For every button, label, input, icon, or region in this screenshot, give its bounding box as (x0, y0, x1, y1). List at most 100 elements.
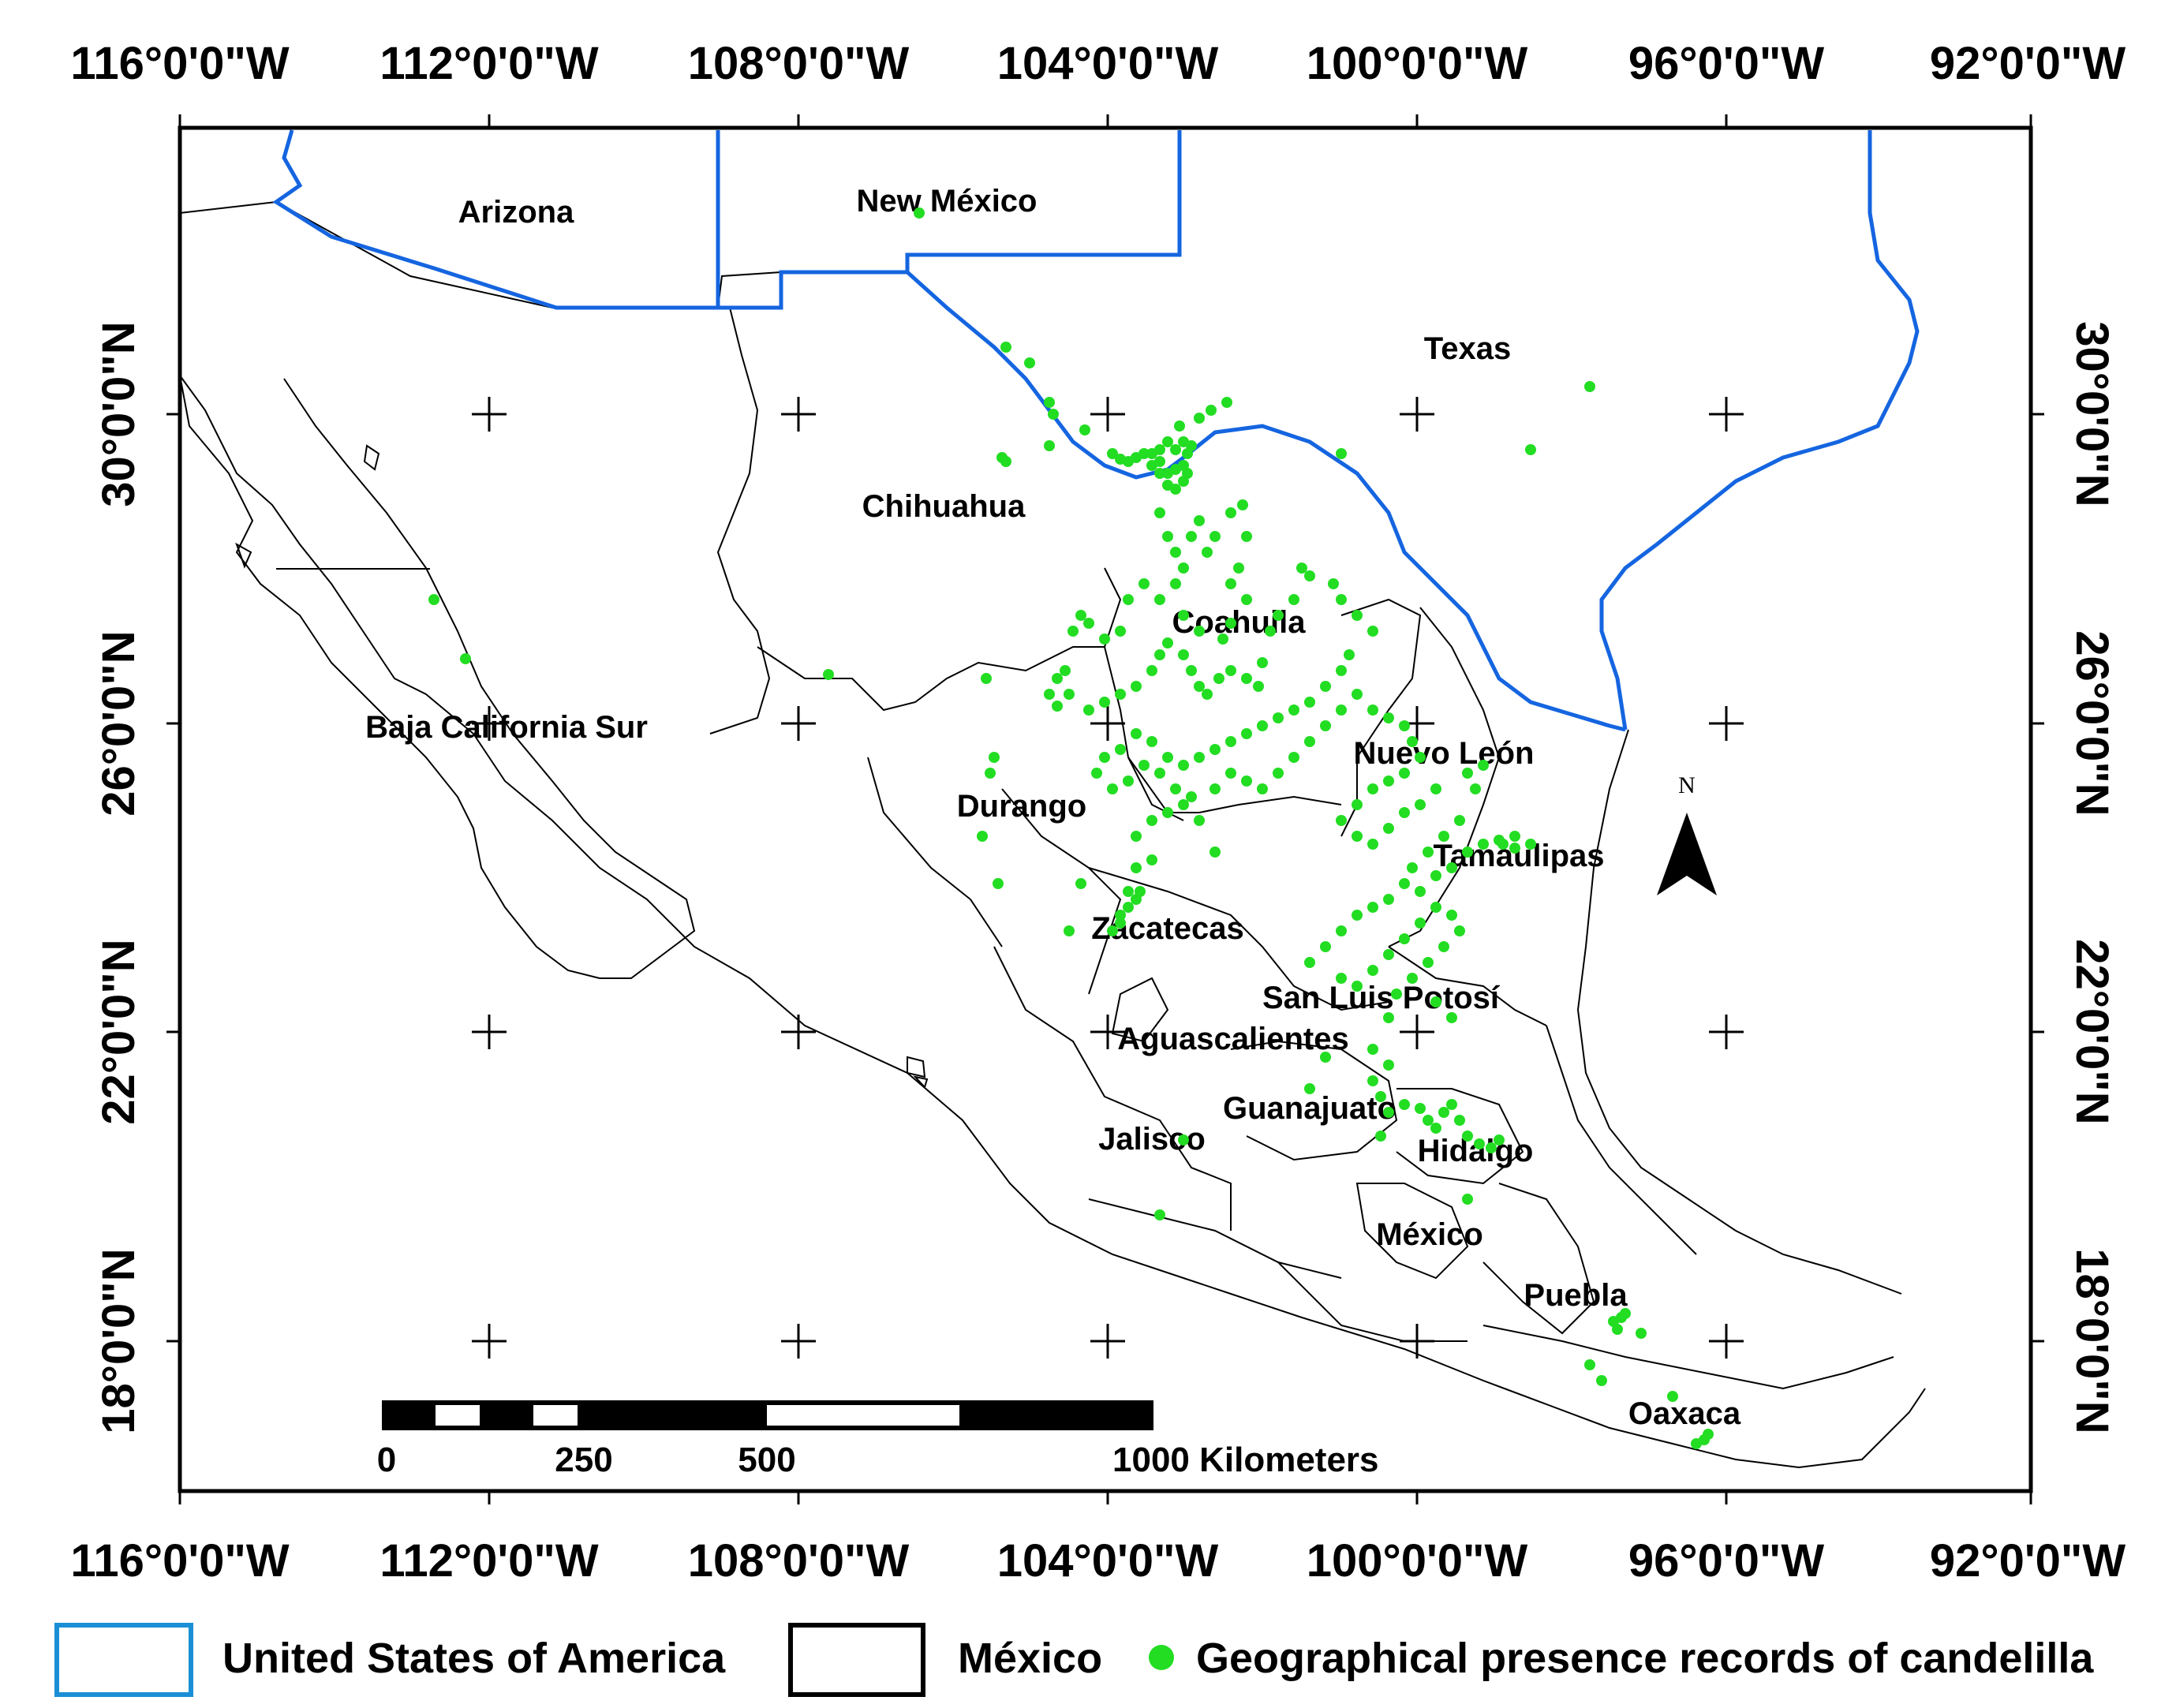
presence-record-point (1194, 413, 1205, 424)
lon-label-top: 104°0'0"W (997, 38, 1219, 89)
presence-record-point (1107, 925, 1118, 936)
presence-record-point (1304, 957, 1315, 968)
border-tamaulipas-slp (1388, 946, 1547, 1026)
border-veracruz (1546, 1025, 1697, 1255)
border-guerrero (1277, 1261, 1467, 1342)
presence-record-point (1383, 1060, 1394, 1071)
presence-record-point (460, 653, 471, 664)
border-guanajuato (1230, 1040, 1398, 1161)
border-mexico-state (1355, 1183, 1469, 1280)
state-label-puebla: Puebla (1524, 1278, 1628, 1313)
presence-record-point (1478, 839, 1489, 850)
presence-record-point (1336, 665, 1347, 676)
legend: United States of America México Geograph… (54, 1623, 2094, 1697)
presence-record-point (1525, 444, 1536, 455)
presence-record-point (1620, 1308, 1631, 1319)
border-zacatecas-slp (1088, 867, 1389, 1011)
scale-label: 500 (738, 1441, 795, 1479)
north-arrow-icon (1657, 813, 1717, 895)
presence-record-point (1067, 626, 1079, 637)
border-nl-tamaulipas (1388, 607, 1501, 947)
border-coahuila-nl (1340, 598, 1422, 837)
presence-record-point (1584, 381, 1595, 392)
presence-record-point (1210, 531, 1221, 542)
presence-record-point (1454, 925, 1465, 936)
presence-record-point (1423, 847, 1434, 858)
presence-record-point (1044, 440, 1055, 451)
state-label-new-mexico: New México (857, 184, 1038, 219)
presence-record-point (1079, 424, 1090, 435)
lon-label-bottom: 108°0'0"W (688, 1535, 910, 1587)
presence-record-point (1407, 736, 1418, 747)
presence-record-point (993, 878, 1004, 889)
legend-swatch-usa (54, 1623, 193, 1697)
presence-record-point (1399, 933, 1410, 944)
border-aguascalientes (1111, 977, 1169, 1043)
presence-record-point (1399, 768, 1410, 779)
presence-record-point (1178, 760, 1189, 771)
presence-record-point (1194, 626, 1205, 637)
presence-record-point (1454, 815, 1465, 826)
presence-record-point (1352, 799, 1363, 810)
presence-record-point (1099, 752, 1110, 763)
legend-swatch-mexico (788, 1623, 925, 1697)
presence-record-point (1170, 578, 1181, 589)
lat-label-left: 18°0'0"N (93, 1248, 144, 1433)
presence-record-point (1048, 409, 1059, 420)
lat-label-left: 22°0'0"N (93, 939, 144, 1124)
presence-record-point (1083, 705, 1094, 716)
presence-record-point (1304, 570, 1315, 581)
lon-label-bottom: 116°0'0"W (70, 1535, 290, 1587)
island (913, 1075, 929, 1089)
presence-record-point (1123, 886, 1134, 897)
presence-record-point (1383, 1012, 1394, 1023)
presence-record-point (1170, 484, 1181, 495)
lon-label-bottom: 112°0'0"W (379, 1535, 599, 1587)
lat-label-right: 18°0'0"N (2066, 1248, 2118, 1433)
presence-record-point (1099, 633, 1110, 645)
presence-record-point (1091, 768, 1102, 779)
presence-record-point (1146, 854, 1157, 865)
presence-record-point (1131, 728, 1142, 739)
presence-record-point (1612, 1324, 1623, 1335)
presence-record-point (977, 831, 988, 842)
presence-record-point (1115, 626, 1126, 637)
presence-record-point (1352, 981, 1363, 992)
state-label-jalisco: Jalisco (1098, 1122, 1206, 1157)
state-label-texas: Texas (1424, 331, 1511, 366)
presence-record-point (1320, 1052, 1331, 1063)
presence-record-point (1186, 665, 1197, 676)
presence-record-point (1367, 902, 1378, 913)
lon-label-bottom: 92°0'0"W (1930, 1535, 2126, 1587)
presence-record-point (1430, 1123, 1441, 1134)
presence-record-point (1438, 941, 1449, 952)
presence-record-point (1052, 701, 1063, 712)
presence-record-point (1304, 736, 1315, 747)
presence-record-point (1415, 886, 1426, 897)
lon-label-top: 116°0'0"W (70, 38, 290, 89)
state-label-chihuahua: Chihuahua (862, 489, 1026, 524)
presence-record-point (1178, 562, 1189, 574)
presence-record-point (428, 594, 439, 605)
presence-record-point (1367, 839, 1378, 850)
presence-record-point (1383, 823, 1394, 834)
presence-record-point (1336, 448, 1347, 459)
frame-ticks (166, 114, 2044, 1504)
presence-record-point (1367, 626, 1378, 637)
presence-record-point (1367, 965, 1378, 976)
presence-record-point (1210, 783, 1221, 794)
presence-record-point (1115, 744, 1126, 755)
presence-record-point (1509, 831, 1520, 842)
presence-record-point (1064, 925, 1075, 936)
presence-record-point (1288, 705, 1299, 716)
border-durango-sinaloa (867, 757, 1003, 947)
presence-record-point (1383, 1107, 1394, 1118)
presence-record-point (1213, 673, 1224, 684)
state-label-guanajuato: Guanajuato (1223, 1091, 1396, 1126)
presence-record-point (1486, 1142, 1497, 1153)
presence-record-point (1241, 776, 1252, 787)
presence-record-point (1352, 610, 1363, 621)
scale-label: 250 (555, 1441, 612, 1479)
arizona-border (272, 129, 720, 310)
